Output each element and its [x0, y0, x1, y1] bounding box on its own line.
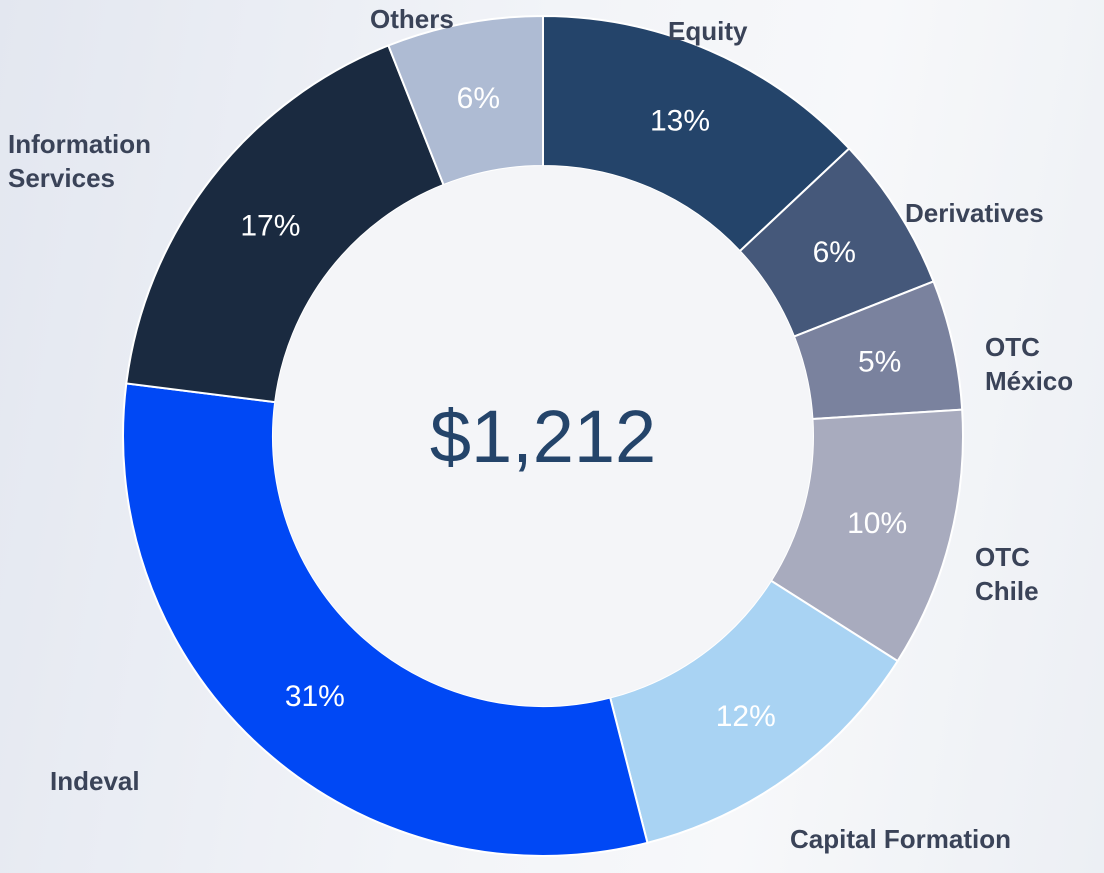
value-label: 12% — [716, 700, 776, 733]
value-label: 10% — [847, 507, 907, 540]
value-label: 17% — [240, 210, 300, 243]
category-label: Capital Formation — [790, 824, 1012, 854]
donut-hole — [273, 166, 813, 706]
category-label: Others — [370, 4, 454, 34]
category-label: OTC Chile — [975, 542, 1039, 606]
category-label: OTC México — [985, 332, 1074, 396]
category-label: Equity — [668, 16, 748, 46]
category-label: Information Services — [8, 129, 151, 193]
value-label: 13% — [650, 104, 710, 137]
value-label: 6% — [813, 236, 856, 269]
value-label: 5% — [858, 346, 901, 379]
center-total: $1,212 — [430, 395, 656, 478]
category-label: Indeval — [50, 766, 140, 796]
value-label: 6% — [457, 82, 500, 115]
value-label: 31% — [285, 680, 345, 713]
donut-segment — [387, 14, 544, 187]
category-label: Derivatives — [905, 198, 1044, 228]
